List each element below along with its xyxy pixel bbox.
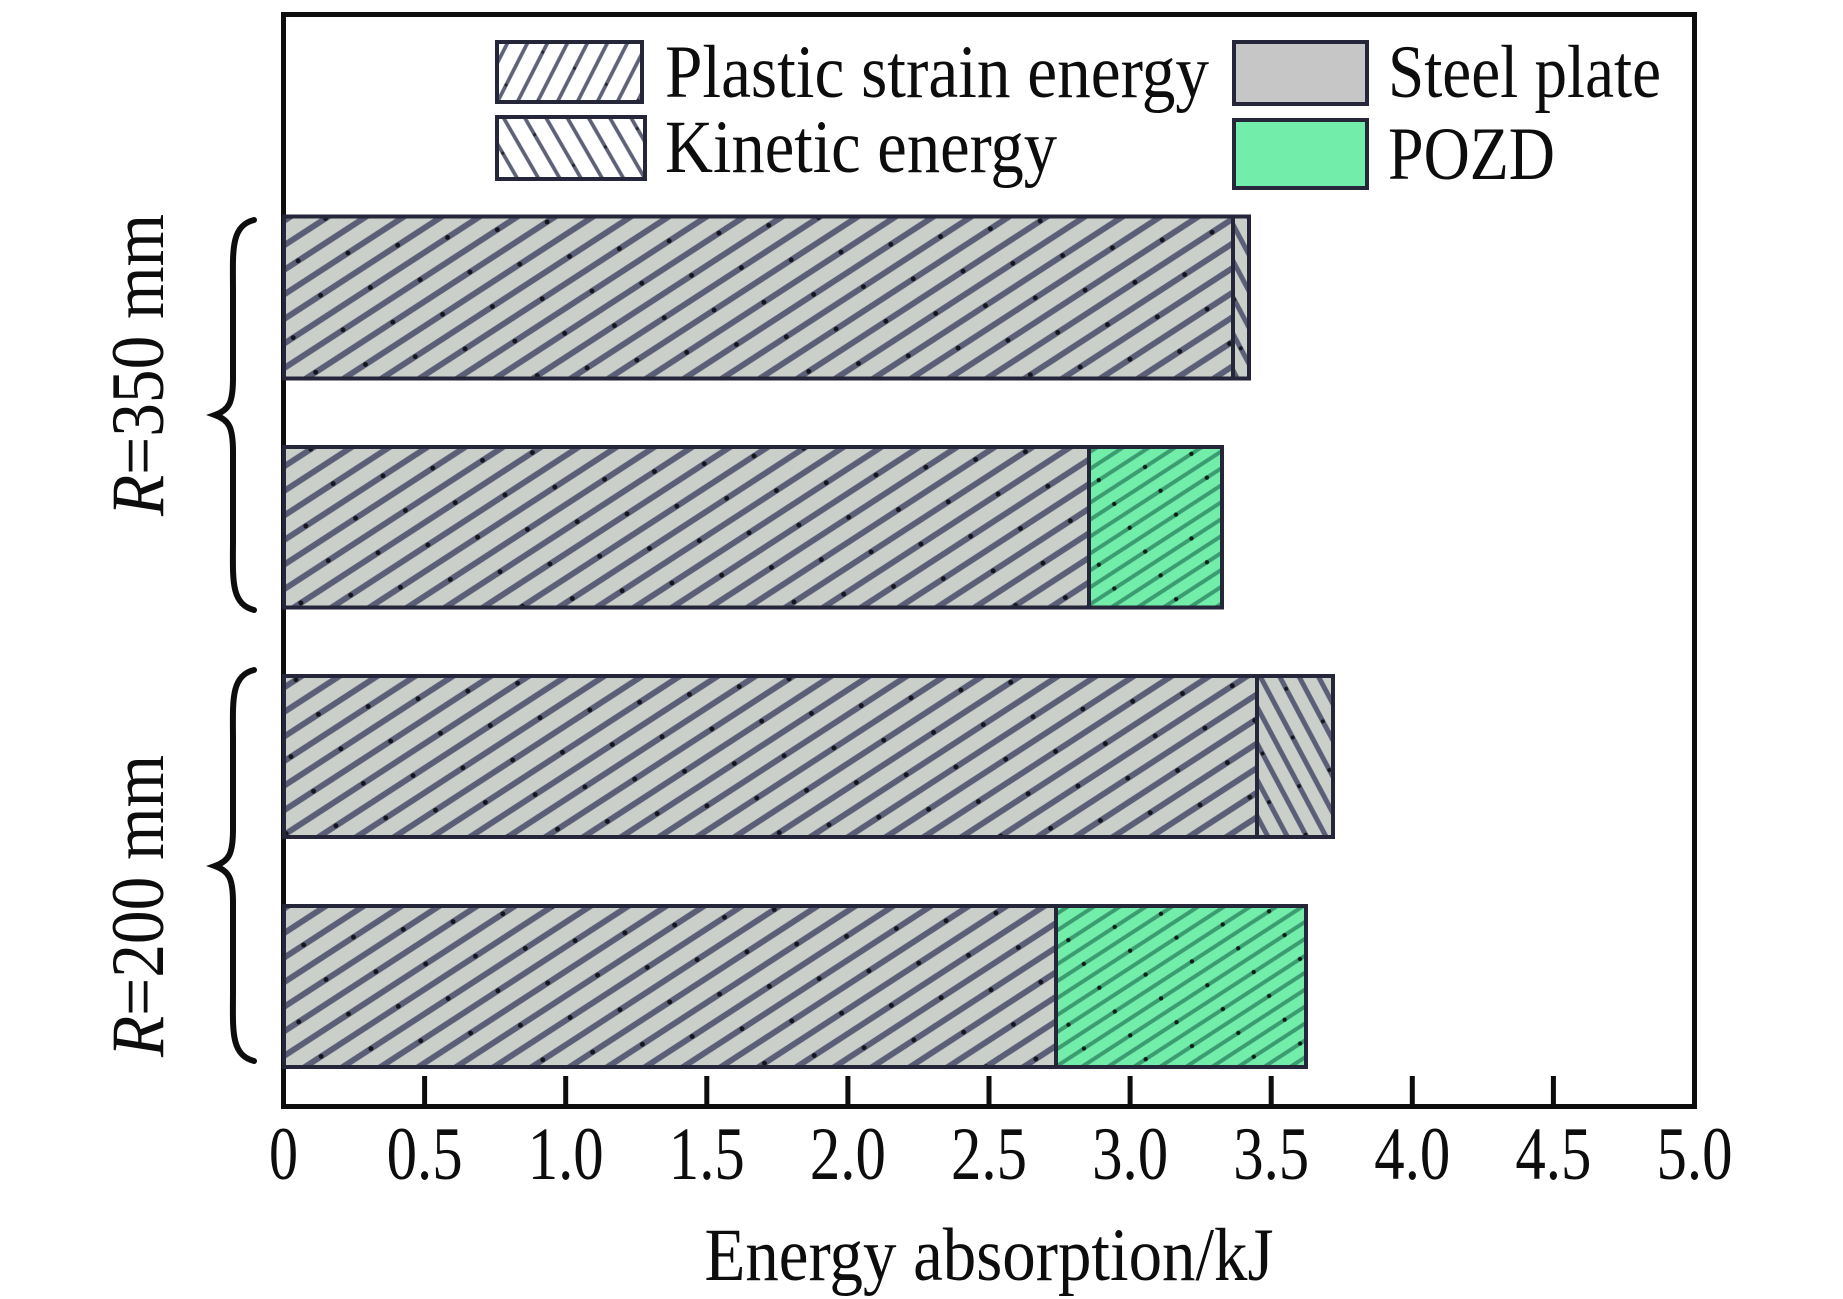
svg-text:2.5: 2.5 (951, 1113, 1027, 1196)
svg-text:4.5: 4.5 (1515, 1113, 1591, 1196)
svg-text:R=200 mm: R=200 mm (97, 755, 180, 1058)
svg-text:4.0: 4.0 (1374, 1113, 1450, 1196)
svg-text:1.5: 1.5 (669, 1113, 745, 1196)
svg-text:0.5: 0.5 (387, 1113, 463, 1196)
svg-text:3.0: 3.0 (1092, 1113, 1168, 1196)
svg-text:R=350 mm: R=350 mm (97, 214, 180, 517)
svg-text:Steel plate: Steel plate (1388, 31, 1661, 114)
svg-text:5.0: 5.0 (1657, 1113, 1733, 1196)
svg-text:1.0: 1.0 (528, 1113, 604, 1196)
svg-text:Energy absorption/kJ: Energy absorption/kJ (705, 1214, 1274, 1297)
svg-text:Kinetic energy: Kinetic energy (665, 106, 1057, 189)
svg-text:POZD: POZD (1388, 113, 1555, 196)
svg-text:Plastic strain energy: Plastic strain energy (665, 31, 1209, 114)
svg-text:2.0: 2.0 (810, 1113, 886, 1196)
svg-text:0: 0 (269, 1113, 298, 1196)
svg-text:3.5: 3.5 (1233, 1113, 1309, 1196)
